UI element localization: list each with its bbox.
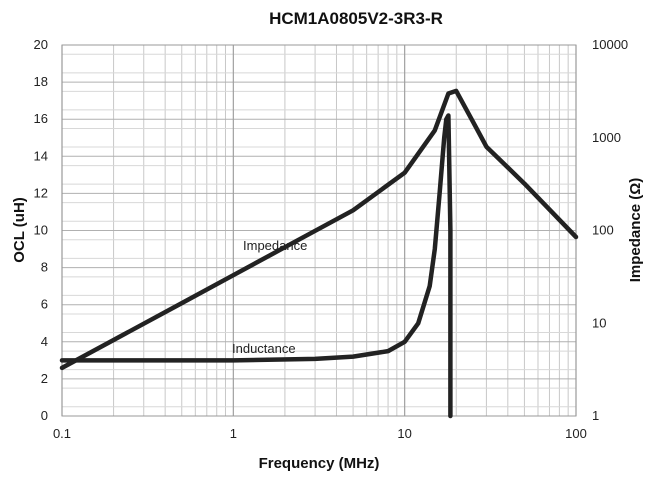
x-tick-label: 100 bbox=[565, 426, 587, 441]
inductance-annotation: Inductance bbox=[232, 341, 296, 356]
y-tick-label: 6 bbox=[41, 297, 48, 312]
plot-area bbox=[59, 88, 579, 419]
y-tick-label: 16 bbox=[34, 111, 48, 126]
x-tick-label: 0.1 bbox=[53, 426, 71, 441]
impedance-annotation: Impedance bbox=[243, 238, 307, 253]
x-tick-label: 10 bbox=[397, 426, 411, 441]
y2-tick-label: 1 bbox=[592, 408, 599, 423]
y-tick-label: 14 bbox=[34, 148, 48, 163]
x-axis-label: Frequency (MHz) bbox=[259, 455, 380, 472]
y-tick-label: 4 bbox=[41, 334, 48, 349]
y-tick-label: 0 bbox=[41, 408, 48, 423]
y-tick-label: 20 bbox=[34, 37, 48, 52]
tick-labels: 0.1 1 10 1000246810121416182011010010001000… bbox=[34, 37, 629, 441]
y-tick-label: 2 bbox=[41, 371, 48, 386]
y-tick-label: 12 bbox=[34, 185, 48, 200]
x-tick-label: 1 bbox=[230, 426, 237, 441]
y2-tick-label: 1000 bbox=[592, 130, 621, 145]
y2-tick-label: 10000 bbox=[592, 37, 628, 52]
series-line-inductance bbox=[59, 113, 453, 419]
series-line-impedance bbox=[59, 88, 579, 371]
y2-tick-label: 10 bbox=[592, 315, 606, 330]
y-tick-label: 8 bbox=[41, 260, 48, 275]
y2-tick-label: 100 bbox=[592, 223, 614, 238]
chart-title: HCM1A0805V2-3R3-R bbox=[269, 9, 443, 28]
y-tick-label: 10 bbox=[34, 223, 48, 238]
y2-axis-label: Impedance (Ω) bbox=[627, 178, 644, 283]
plot-frame bbox=[61, 44, 577, 417]
y-axis-label: OCL (uH) bbox=[11, 197, 28, 263]
y-tick-label: 18 bbox=[34, 74, 48, 89]
